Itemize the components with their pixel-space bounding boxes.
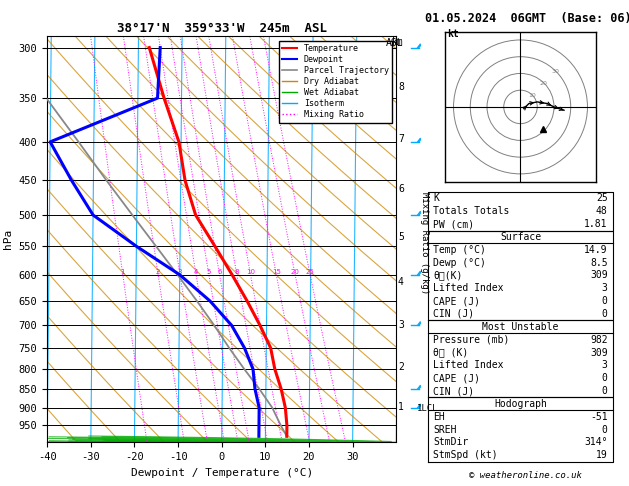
Text: © weatheronline.co.uk: © weatheronline.co.uk	[469, 471, 582, 480]
Text: Lifted Index: Lifted Index	[433, 283, 504, 294]
Text: 0: 0	[602, 386, 608, 396]
Text: PW (cm): PW (cm)	[433, 219, 474, 229]
Y-axis label: hPa: hPa	[3, 229, 13, 249]
Text: 3: 3	[602, 283, 608, 294]
Text: StmDir: StmDir	[433, 437, 469, 448]
Text: 1: 1	[398, 402, 404, 412]
Text: 8: 8	[235, 269, 239, 275]
Text: kt: kt	[447, 29, 459, 38]
Text: EH: EH	[433, 412, 445, 422]
Text: 1.81: 1.81	[584, 219, 608, 229]
Text: 6: 6	[398, 184, 404, 194]
Text: 19: 19	[596, 450, 608, 460]
Text: K: K	[433, 193, 439, 204]
Text: 5: 5	[398, 232, 404, 242]
Text: 982: 982	[590, 335, 608, 345]
Text: 309: 309	[590, 270, 608, 280]
Text: θᴄ(K): θᴄ(K)	[433, 270, 463, 280]
Text: 4: 4	[194, 269, 198, 275]
Text: 25: 25	[596, 193, 608, 204]
Text: 8: 8	[398, 82, 404, 92]
Text: 1LCL: 1LCL	[416, 404, 438, 413]
Title: 38°17'N  359°33'W  245m  ASL: 38°17'N 359°33'W 245m ASL	[117, 22, 326, 35]
Text: 3: 3	[178, 269, 182, 275]
Text: 309: 309	[590, 347, 608, 358]
Text: 4: 4	[398, 277, 404, 287]
Text: 2: 2	[156, 269, 160, 275]
Text: 01.05.2024  06GMT  (Base: 06): 01.05.2024 06GMT (Base: 06)	[425, 12, 629, 25]
Text: 0: 0	[602, 373, 608, 383]
Text: 20: 20	[540, 81, 548, 86]
Text: 10: 10	[528, 93, 536, 98]
Text: km: km	[392, 37, 404, 47]
Text: 3: 3	[398, 320, 404, 330]
Text: Temp (°C): Temp (°C)	[433, 245, 486, 255]
Text: Hodograph: Hodograph	[494, 399, 547, 409]
Text: CIN (J): CIN (J)	[433, 309, 474, 319]
Text: 7: 7	[398, 135, 404, 144]
Text: SREH: SREH	[433, 425, 457, 434]
Text: 25: 25	[306, 269, 314, 275]
Text: 314°: 314°	[584, 437, 608, 448]
Text: 0: 0	[602, 296, 608, 306]
Text: θᴄ (K): θᴄ (K)	[433, 347, 469, 358]
Text: 0: 0	[602, 309, 608, 319]
Text: 14.9: 14.9	[584, 245, 608, 255]
Text: ASL: ASL	[386, 37, 404, 48]
Text: 30: 30	[552, 69, 560, 74]
Text: Dewp (°C): Dewp (°C)	[433, 258, 486, 268]
Text: 2: 2	[398, 362, 404, 372]
Text: 48: 48	[596, 206, 608, 216]
Text: Pressure (mb): Pressure (mb)	[433, 335, 509, 345]
X-axis label: Dewpoint / Temperature (°C): Dewpoint / Temperature (°C)	[131, 468, 313, 478]
Text: 20: 20	[291, 269, 299, 275]
Text: 5: 5	[207, 269, 211, 275]
Text: CIN (J): CIN (J)	[433, 386, 474, 396]
Text: StmSpd (kt): StmSpd (kt)	[433, 450, 498, 460]
Text: Surface: Surface	[500, 232, 541, 242]
Text: CAPE (J): CAPE (J)	[433, 296, 481, 306]
Text: Lifted Index: Lifted Index	[433, 360, 504, 370]
Legend: Temperature, Dewpoint, Parcel Trajectory, Dry Adiabat, Wet Adiabat, Isotherm, Mi: Temperature, Dewpoint, Parcel Trajectory…	[279, 41, 392, 123]
Text: 1: 1	[121, 269, 125, 275]
Text: 10: 10	[246, 269, 255, 275]
Text: Totals Totals: Totals Totals	[433, 206, 509, 216]
Text: CAPE (J): CAPE (J)	[433, 373, 481, 383]
Text: 0: 0	[602, 425, 608, 434]
Text: -51: -51	[590, 412, 608, 422]
Text: Mixing Ratio (g/kg): Mixing Ratio (g/kg)	[420, 192, 429, 294]
Text: 15: 15	[272, 269, 281, 275]
Text: 6: 6	[217, 269, 222, 275]
Text: 3: 3	[602, 360, 608, 370]
Text: 8.5: 8.5	[590, 258, 608, 268]
Text: Most Unstable: Most Unstable	[482, 322, 559, 332]
